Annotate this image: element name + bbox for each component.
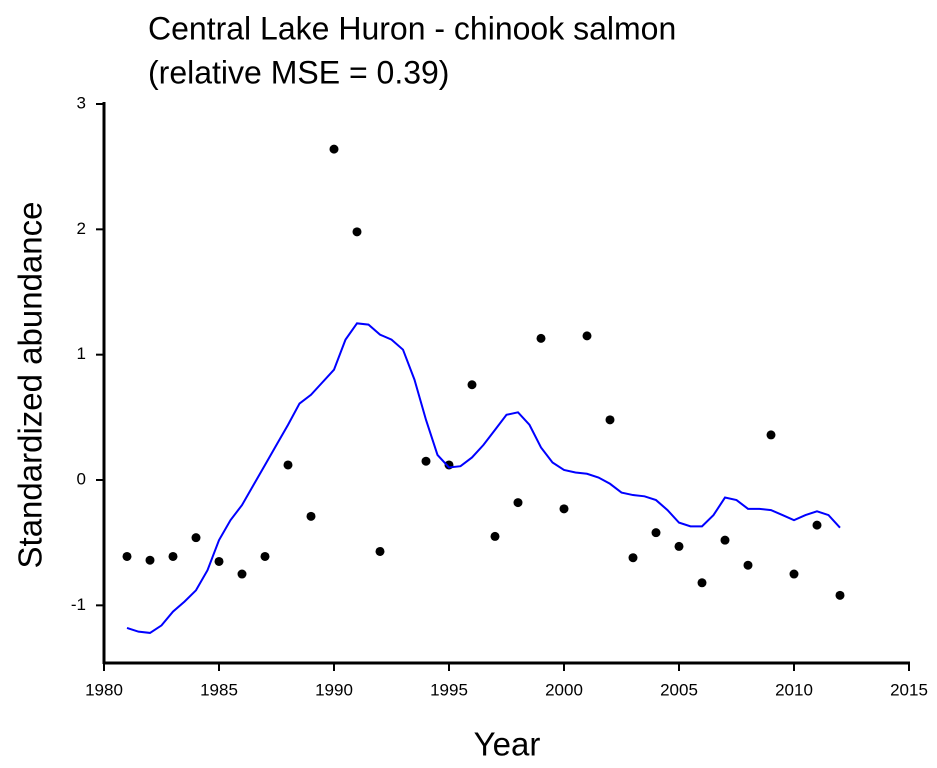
data-point [605,415,615,425]
x-tick-label: 2010 [775,680,813,699]
data-point [674,541,684,551]
x-axis-title: Year [474,726,541,763]
data-point [812,520,822,530]
x-tick-label: 1980 [85,680,123,699]
y-tick-label: 1 [77,344,86,363]
data-point [513,498,523,508]
x-tick-label: 2000 [545,680,583,699]
data-point [628,553,638,563]
data-point [122,551,132,561]
y-tick-label: 2 [77,219,86,238]
data-point [582,331,592,341]
data-point [467,380,477,390]
y-tick-label: -1 [71,595,86,614]
data-point [283,460,293,470]
chart-title: Central Lake Huron - chinook salmon [148,10,676,46]
chart-subtitle: (relative MSE = 0.39) [148,54,449,90]
data-point [490,531,500,541]
data-point [651,528,661,538]
data-point [145,555,155,565]
data-point [237,569,247,579]
x-tick-label: 2005 [660,680,698,699]
data-point [697,578,707,588]
data-point [168,551,178,561]
data-point [789,569,799,579]
data-point [306,511,316,521]
data-point [352,227,362,237]
x-tick-label: 2015 [890,680,928,699]
y-tick-label: 3 [77,93,86,112]
data-point [375,546,385,556]
data-point [536,333,546,343]
x-tick-label: 1990 [315,680,353,699]
y-tick-label: 0 [77,469,86,488]
data-point [191,533,201,543]
data-point [766,430,776,440]
fit-line [126,322,841,634]
data-point [743,560,753,570]
x-tick-label: 1985 [200,680,238,699]
data-point [835,590,845,600]
data-point [720,535,730,545]
y-axis-title: Standardized abundance [12,202,49,569]
data-point [329,144,339,154]
x-tick-label: 1995 [430,680,468,699]
data-point [421,456,431,466]
data-point [260,551,270,561]
data-point [559,504,569,514]
data-point [214,556,224,566]
